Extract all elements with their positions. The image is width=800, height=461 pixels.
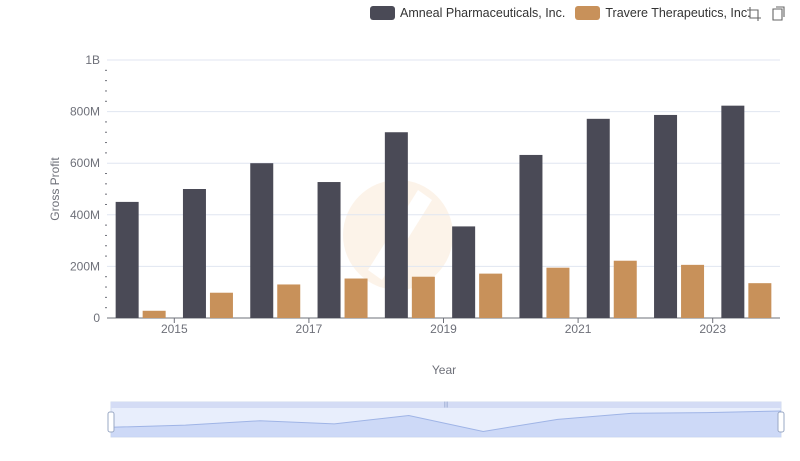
bar-amneal: [317, 182, 341, 318]
bar-amneal: [654, 114, 678, 318]
bar-travere: [411, 276, 435, 318]
bar-travere: [209, 292, 233, 318]
legend-item-travere[interactable]: Travere Therapeutics, Inc.: [575, 6, 751, 20]
x-tick-label: 2015: [161, 322, 188, 336]
bar-travere: [546, 267, 570, 318]
datazoom-grip: |||: [444, 402, 449, 408]
bar-amneal: [586, 118, 610, 318]
y-tick-label: 800M: [70, 105, 100, 119]
bar-travere: [344, 278, 368, 318]
bar-travere: [142, 310, 166, 318]
legend-item-amneal[interactable]: Amneal Pharmaceuticals, Inc.: [370, 6, 565, 20]
y-tick-label: 0: [93, 311, 100, 325]
bar-amneal: [384, 132, 408, 318]
zoom-icon[interactable]: [746, 6, 762, 22]
legend-swatch-amneal: [370, 6, 395, 20]
bar-travere: [613, 260, 637, 318]
legend-label-travere: Travere Therapeutics, Inc.: [605, 6, 751, 20]
datazoom-area: [111, 411, 781, 437]
bar-amneal: [115, 201, 139, 318]
y-tick-label: 600M: [70, 156, 100, 170]
bar-travere: [681, 264, 705, 318]
x-axis-title: Year: [432, 363, 456, 377]
y-tick-label: 1B: [85, 53, 100, 67]
x-tick-label: 2021: [565, 322, 592, 336]
datazoom-line: [110, 410, 782, 432]
bar-amneal: [721, 105, 745, 318]
y-tick-label: 400M: [70, 208, 100, 222]
x-tick-label: 2017: [296, 322, 323, 336]
chart-toolbox: [746, 6, 794, 22]
bar-amneal: [250, 163, 274, 318]
x-tick-label: 2019: [430, 322, 457, 336]
bar-travere: [277, 284, 301, 318]
bar-travere: [479, 273, 503, 318]
bar-amneal: [182, 189, 206, 318]
bar-travere: [748, 283, 772, 318]
legend-label-amneal: Amneal Pharmaceuticals, Inc.: [400, 6, 566, 20]
datazoom-handle-right[interactable]: [777, 411, 785, 433]
y-axis-title: Gross Profit: [48, 157, 62, 221]
legend-swatch-travere: [575, 6, 601, 20]
datazoom-handle-left[interactable]: [107, 411, 115, 433]
bar-amneal: [519, 154, 543, 318]
datazoom-top-bar: [111, 402, 781, 408]
bar-amneal: [452, 226, 476, 318]
x-tick-label: 2023: [699, 322, 726, 336]
y-tick-label: 200M: [70, 259, 100, 273]
chart-legend: Amneal Pharmaceuticals, Inc. Travere The…: [370, 3, 761, 23]
restore-icon[interactable]: [770, 6, 786, 22]
